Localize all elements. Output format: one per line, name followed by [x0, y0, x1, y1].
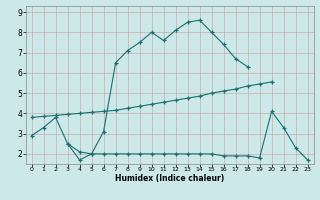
X-axis label: Humidex (Indice chaleur): Humidex (Indice chaleur)	[115, 174, 224, 183]
